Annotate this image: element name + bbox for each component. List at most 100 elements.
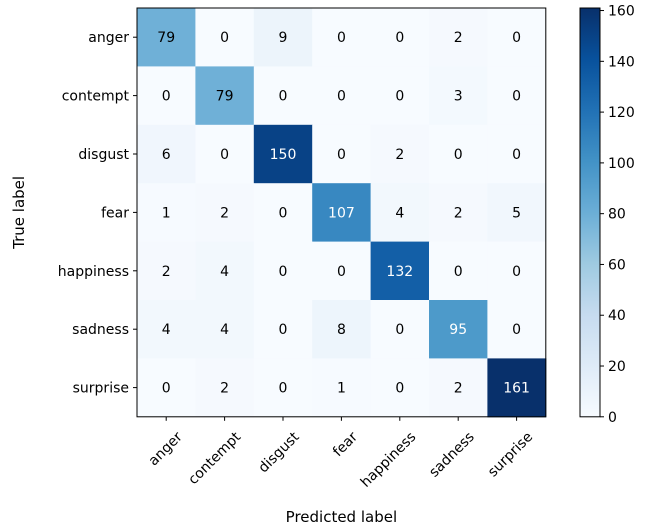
matrix-cell: [137, 300, 196, 359]
cell-value-label: 8: [337, 322, 346, 338]
matrix-cell: [253, 183, 313, 243]
cell-value-label: 0: [220, 30, 229, 46]
matrix-cell: [137, 241, 196, 301]
colorbar-tick-label: 0: [608, 410, 617, 426]
cell-value-label: 0: [512, 264, 521, 280]
cell-value-label: 0: [337, 30, 346, 46]
cell-value-label: 2: [162, 264, 171, 280]
y-axis-ticks: anger contempt disgust fear happiness sadness…: [58, 30, 137, 397]
cell-value-label: 4: [162, 322, 171, 338]
x-tick-label: happiness: [358, 429, 420, 491]
cell-value-label: 95: [449, 322, 467, 338]
matrix-cell: [253, 300, 313, 359]
y-tick-label: contempt: [62, 89, 130, 105]
matrix-cell: [312, 124, 372, 184]
cell-value-label: 0: [162, 381, 171, 397]
matrix-cell: [429, 124, 488, 184]
matrix-cell: [429, 8, 488, 67]
cell-value-label: 0: [395, 89, 404, 105]
cell-value-label: 132: [386, 264, 413, 280]
matrix-cell: [429, 66, 488, 126]
cell-value-label: 0: [512, 147, 521, 163]
matrix-cell: [195, 8, 255, 67]
matrix-cell: [487, 300, 547, 359]
matrix-cell: [429, 183, 488, 243]
x-axis-label: Predicted label: [286, 508, 397, 526]
matrix-cell: [487, 241, 547, 301]
cell-value-label: 2: [220, 205, 229, 221]
cell-value-label: 6: [162, 147, 171, 163]
cell-value-label: 2: [220, 381, 229, 397]
matrix-cell: [370, 8, 430, 67]
cell-value-label: 0: [162, 89, 171, 105]
x-tick-label: surprise: [485, 429, 536, 480]
matrix-cell: [253, 358, 313, 418]
matrix-cell: [253, 241, 313, 301]
cell-value-label: 1: [337, 381, 346, 397]
cell-value-label: 0: [279, 322, 288, 338]
colorbar-tick-label: 100: [608, 156, 635, 172]
cell-value-label: 0: [279, 89, 288, 105]
matrix-cell: [312, 8, 372, 67]
matrix-cells: [137, 8, 547, 418]
matrix-cell: [195, 183, 255, 243]
colorbar-tick-label: 120: [608, 105, 635, 121]
matrix-cell: [370, 358, 430, 418]
matrix-cell: [487, 66, 547, 126]
y-tick-label: happiness: [58, 264, 129, 280]
matrix-cell: [253, 8, 313, 67]
cell-value-label: 0: [220, 147, 229, 163]
cell-value-label: 3: [454, 89, 463, 105]
y-tick-label: fear: [101, 205, 129, 221]
cell-value-label: 4: [220, 264, 229, 280]
y-tick-label: sadness: [72, 322, 129, 338]
matrix-cell: [195, 124, 255, 184]
matrix-cell: [137, 183, 196, 243]
cell-value-label: 0: [395, 381, 404, 397]
colorbar-tick-label: 60: [608, 257, 626, 273]
cell-value-label: 161: [503, 381, 530, 397]
matrix-cell: [137, 124, 196, 184]
matrix-cell: [137, 358, 196, 418]
matrix-cell: [312, 241, 372, 301]
cell-value-label: 0: [395, 30, 404, 46]
cell-value-label: 0: [512, 30, 521, 46]
x-tick-label: sadness: [426, 429, 478, 481]
cell-value-label: 5: [512, 205, 521, 221]
cell-value-label: 0: [454, 264, 463, 280]
cell-value-label: 0: [279, 264, 288, 280]
cell-value-label: 0: [512, 89, 521, 105]
cell-value-label: 0: [512, 322, 521, 338]
cell-value-label: 1: [162, 205, 171, 221]
matrix-cell: [312, 358, 372, 418]
cell-value-label: 2: [395, 147, 404, 163]
matrix-cell: [429, 300, 488, 359]
colorbar-tick-label: 40: [608, 308, 626, 324]
matrix-cell: [195, 358, 255, 418]
cell-value-label: 0: [337, 147, 346, 163]
matrix-cell: [370, 300, 430, 359]
matrix-cell: [487, 183, 547, 243]
matrix-cell: [487, 358, 547, 418]
x-tick-label: anger: [146, 429, 186, 469]
cell-value-label: 79: [157, 30, 175, 46]
cell-value-label: 150: [270, 147, 297, 163]
matrix-cell: [487, 8, 547, 67]
cell-value-label: 107: [328, 205, 355, 221]
colorbar-tick-label: 80: [608, 207, 626, 223]
y-tick-label: disgust: [78, 147, 129, 163]
cell-value-label: 2: [454, 205, 463, 221]
cell-value-label: 4: [220, 322, 229, 338]
matrix-cell: [429, 358, 488, 418]
matrix-cell: [370, 183, 430, 243]
matrix-cell: [312, 66, 372, 126]
cell-value-label: 79: [216, 89, 234, 105]
cell-value-label: 0: [337, 264, 346, 280]
matrix-cell: [195, 241, 255, 301]
matrix-cell: [487, 124, 547, 184]
colorbar-tick-label: 20: [608, 359, 626, 375]
colorbar-tick-label: 140: [608, 54, 635, 70]
matrix-cell-labels: 79 0 9 0 0 2 0 0 79 0 0 0 3 0 6 0 150 0 2 0 0 1 2 0 107 4 2 5 2 4 0 0 13…: [157, 30, 530, 396]
